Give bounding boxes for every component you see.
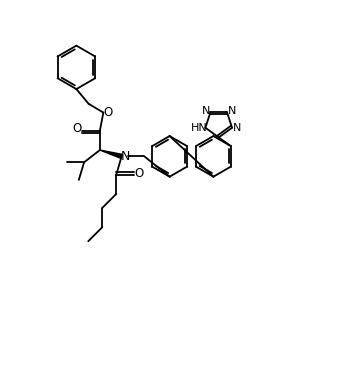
Text: O: O [134, 167, 143, 180]
Text: O: O [103, 106, 112, 119]
Text: O: O [73, 122, 82, 135]
Polygon shape [100, 150, 122, 158]
Text: HN: HN [191, 123, 208, 134]
Text: N: N [228, 107, 236, 116]
Text: N: N [201, 107, 210, 116]
Text: N: N [121, 150, 130, 163]
Text: N: N [233, 123, 241, 134]
